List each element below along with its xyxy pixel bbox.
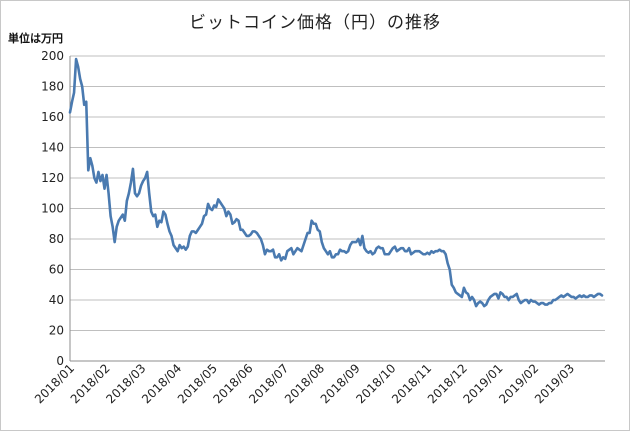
series-layer (68, 57, 604, 308)
y-tick-label: 180 (41, 80, 64, 94)
y-tick-label: 0 (56, 354, 64, 368)
y-tick-label: 20 (49, 324, 64, 338)
chart-title: ビットコイン価格（円）の推移 (189, 13, 441, 33)
y-tick-label: 120 (41, 171, 64, 185)
y-tick-label: 80 (49, 232, 64, 246)
y-tick-labels: 0 20 40 60 80 100 120 140 160 180 200 (41, 49, 64, 368)
x-tick-labels: 2018/012018/022018/032018/042018/052018/… (32, 361, 577, 406)
y-tick-label: 60 (49, 263, 64, 277)
gridlines (69, 55, 605, 362)
y-tick-label: 100 (41, 202, 64, 216)
y-tick-label: 140 (41, 141, 64, 155)
series-line-0 (68, 57, 604, 308)
unit-label: 単位は万円 (8, 32, 63, 45)
y-tick-label: 40 (49, 293, 64, 307)
y-tick-label: 200 (41, 49, 64, 63)
y-tick-label: 160 (41, 110, 64, 124)
x-tick-label: 2019/03 (532, 361, 577, 406)
